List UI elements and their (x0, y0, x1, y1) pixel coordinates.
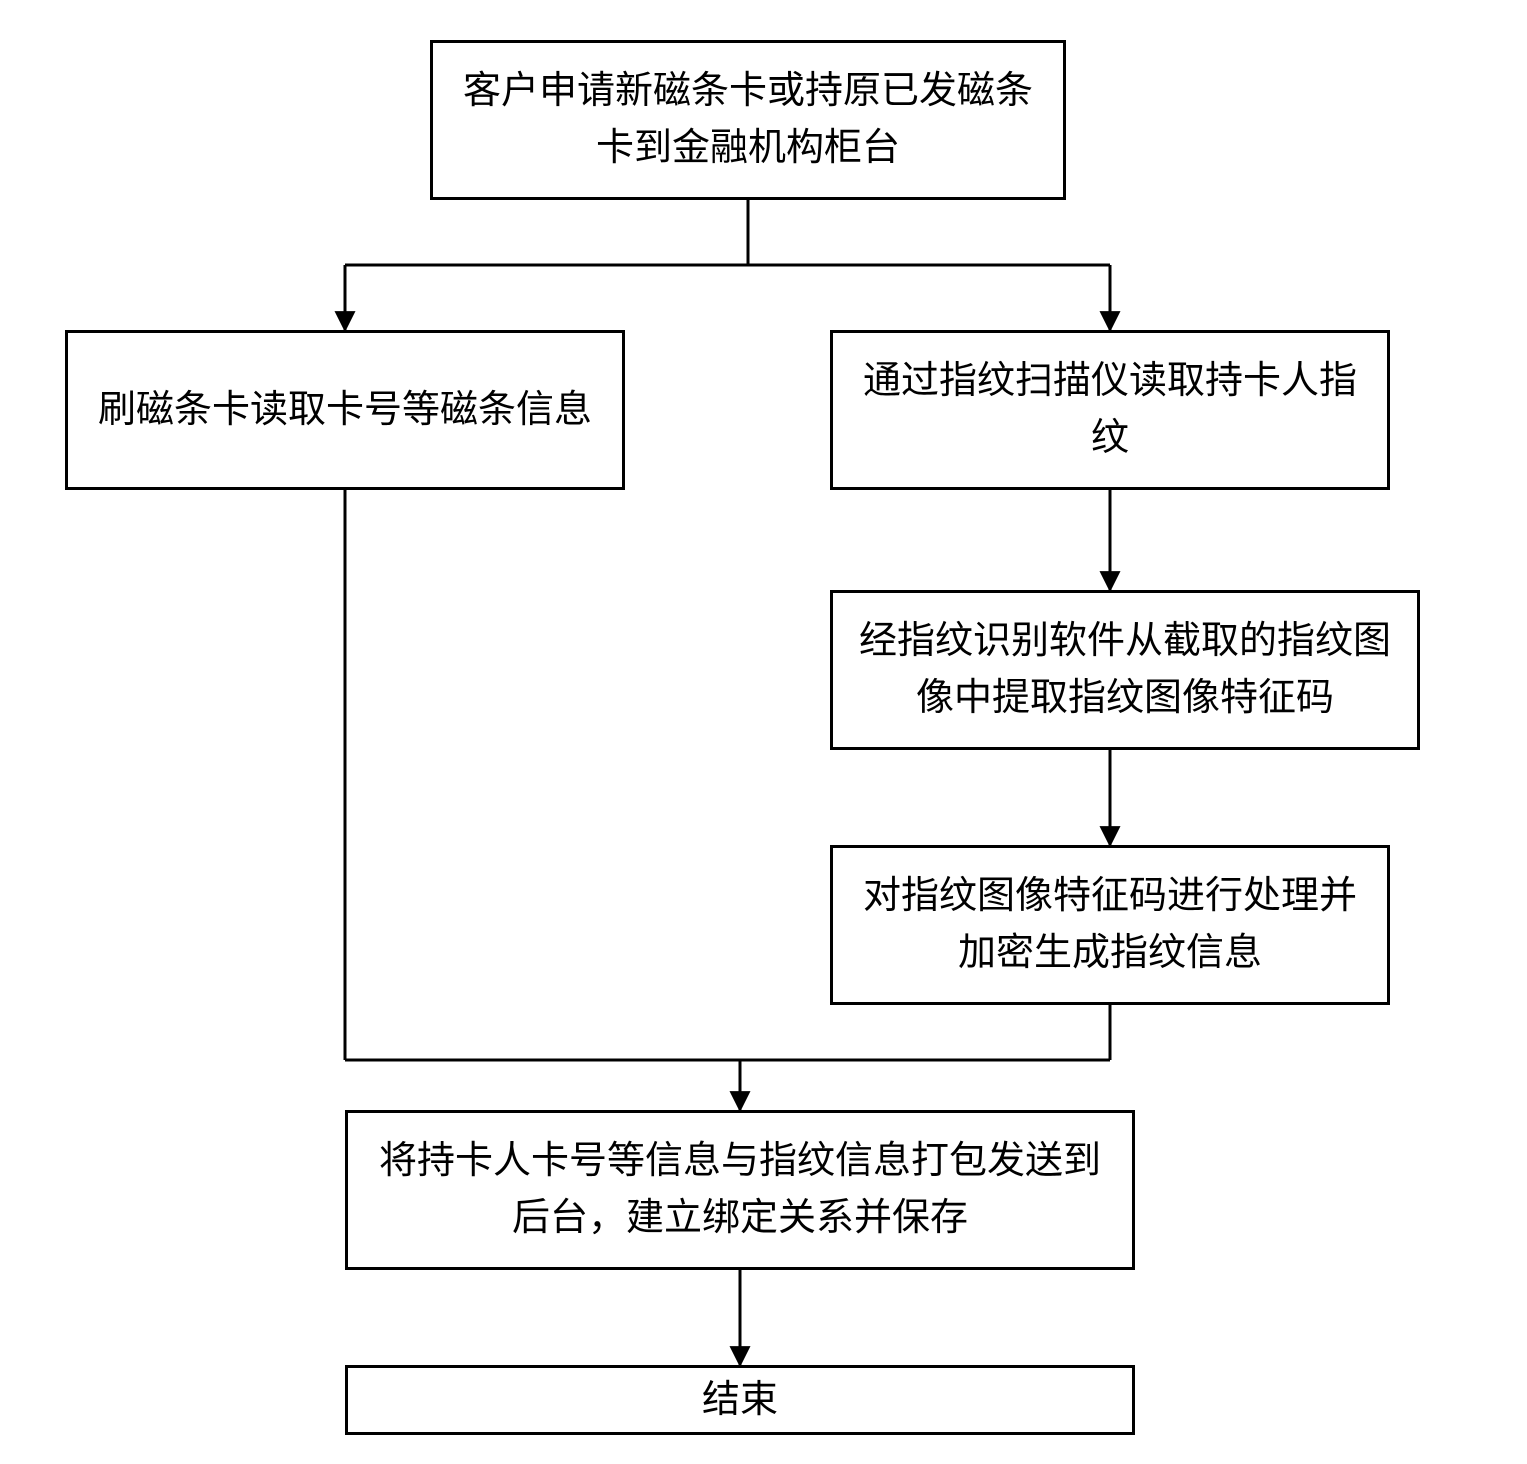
node-customer-apply: 客户申请新磁条卡或持原已发磁条卡到金融机构柜台 (430, 40, 1066, 200)
node-label: 结束 (702, 1372, 778, 1429)
node-label: 将持卡人卡号等信息与指纹信息打包发送到后台，建立绑定关系并保存 (368, 1133, 1112, 1247)
node-scan-fingerprint: 通过指纹扫描仪读取持卡人指纹 (830, 330, 1390, 490)
node-encrypt-fp: 对指纹图像特征码进行处理并加密生成指纹信息 (830, 845, 1390, 1005)
node-label: 客户申请新磁条卡或持原已发磁条卡到金融机构柜台 (453, 63, 1043, 177)
node-label: 对指纹图像特征码进行处理并加密生成指纹信息 (853, 868, 1367, 982)
flowchart-canvas: 客户申请新磁条卡或持原已发磁条卡到金融机构柜台 刷磁条卡读取卡号等磁条信息 通过… (0, 0, 1527, 1464)
node-label: 经指纹识别软件从截取的指纹图像中提取指纹图像特征码 (853, 613, 1397, 727)
node-package-send: 将持卡人卡号等信息与指纹信息打包发送到后台，建立绑定关系并保存 (345, 1110, 1135, 1270)
node-label: 通过指纹扫描仪读取持卡人指纹 (853, 353, 1367, 467)
node-label: 刷磁条卡读取卡号等磁条信息 (98, 382, 592, 439)
node-swipe-card: 刷磁条卡读取卡号等磁条信息 (65, 330, 625, 490)
node-end: 结束 (345, 1365, 1135, 1435)
node-extract-features: 经指纹识别软件从截取的指纹图像中提取指纹图像特征码 (830, 590, 1420, 750)
